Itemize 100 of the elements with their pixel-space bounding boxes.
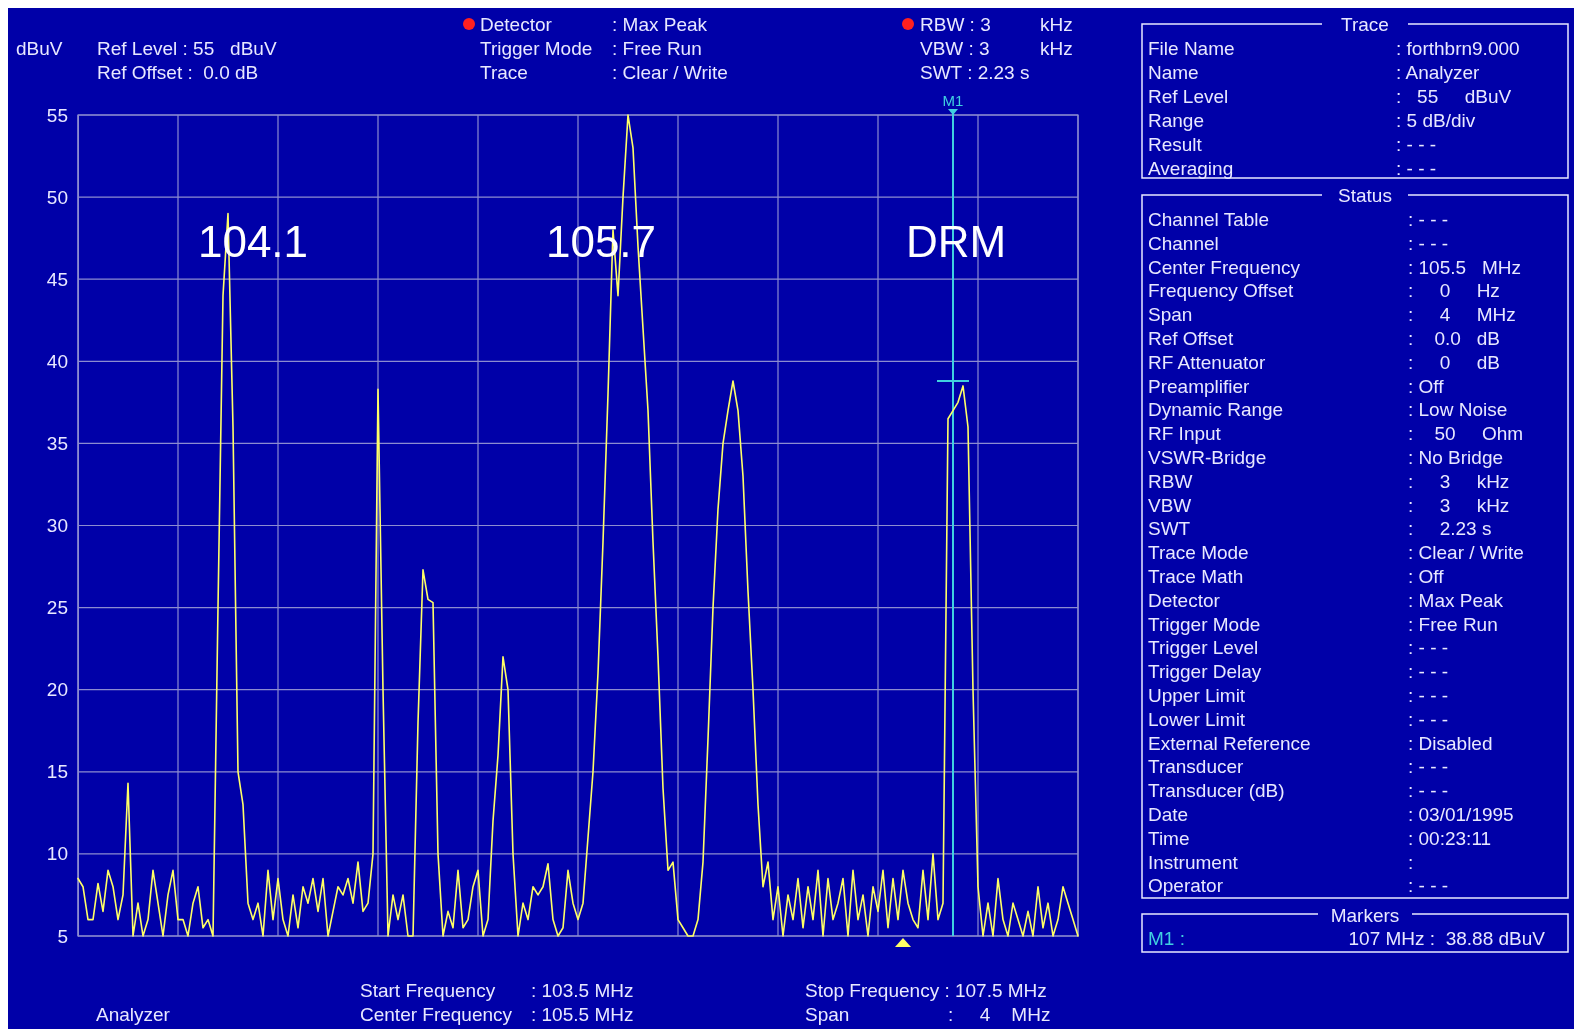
text: 107 MHz : 38.88 dBuV [1348, 928, 1546, 949]
text: : 5 dB/div [1396, 110, 1476, 131]
text: Center Frequency [1148, 256, 1301, 278]
text: : forthbrn9.000 [1396, 38, 1520, 59]
text: : Off [1408, 375, 1445, 397]
text: : 3 kHz [1408, 494, 1510, 516]
text: Ref Level : 55 dBuV [97, 38, 277, 59]
text: : - - - [1396, 134, 1437, 155]
text: Instrument [1148, 851, 1239, 873]
text: : [1408, 851, 1414, 873]
text: Transducer (dB) [1148, 780, 1285, 802]
text: External Reference [1148, 732, 1311, 754]
text: Frequency Offset [1148, 280, 1295, 302]
text: Ref Offset [1148, 328, 1234, 349]
text: Channel [1148, 232, 1219, 254]
text: Transducer [1148, 756, 1245, 778]
text: Dynamic Range [1148, 399, 1284, 421]
text: VBW : 3 [920, 38, 990, 59]
y-tick-label: 15 [46, 761, 68, 783]
y-tick-label: 55 [46, 104, 68, 126]
text: VBW [1148, 494, 1192, 516]
x-tick-label: M1 [942, 92, 964, 109]
text: : - - - [1396, 158, 1437, 179]
text: : 103.5 MHz [531, 980, 634, 1001]
text: Preamplifier [1148, 375, 1251, 397]
y-tick-label: 45 [46, 268, 68, 290]
y-tick-label: 50 [46, 186, 68, 208]
text: : 105.5 MHz [531, 1004, 634, 1025]
text: Center Frequency [360, 1004, 513, 1025]
text: SWT : 2.23 s [920, 62, 1030, 83]
line-series [77, 114, 1079, 937]
text: : Off [1408, 566, 1445, 587]
text: : 0 dB [1408, 351, 1500, 373]
text: : - - - [1408, 756, 1449, 778]
text: SWT [1148, 518, 1191, 540]
text: Trigger Mode [1148, 613, 1261, 635]
text: : Free Run [1408, 613, 1498, 635]
text: : - - - [1408, 875, 1449, 897]
text: : Free Run [612, 38, 702, 59]
text: Range [1148, 110, 1204, 131]
text: Name [1148, 62, 1199, 83]
text: Stop Frequency : 107.5 MHz [805, 980, 1047, 1001]
y-tick-label: 30 [46, 515, 68, 537]
text: Lower Limit [1148, 708, 1246, 730]
text: Trigger Level [1148, 637, 1259, 659]
text: Averaging [1148, 158, 1234, 179]
text: Span [805, 1004, 850, 1025]
text: : 3 kHz [1408, 470, 1510, 492]
text: Trace [480, 62, 528, 83]
text: : Clear / Write [1408, 542, 1524, 564]
text: : 55 dBuV [1396, 86, 1512, 107]
text: Channel Table [1148, 209, 1270, 230]
text: Start Frequency [360, 980, 496, 1001]
y-tick-label: 10 [46, 843, 68, 865]
text: : 0 Hz [1408, 280, 1500, 302]
text: : 2.23 s [1408, 518, 1492, 540]
text: : Max Peak [612, 14, 708, 35]
y-tick-label: 40 [46, 350, 68, 372]
text: Status [1338, 185, 1392, 206]
text: : 03/01/1995 [1408, 804, 1514, 825]
text: Trace [1341, 14, 1389, 35]
text: Trigger Mode [480, 38, 593, 59]
text: Markers [1330, 905, 1400, 926]
text: : - - - [1408, 708, 1449, 730]
text: : - - - [1408, 780, 1449, 802]
text: : 50 Ohm [1408, 423, 1524, 445]
text: : - - - [1408, 232, 1449, 254]
text: : - - - [1408, 637, 1449, 659]
text: RBW : 3 [920, 14, 991, 35]
text: : - - - [1408, 661, 1449, 683]
text: : - - - [1408, 685, 1449, 706]
text: : 00:23:11 [1408, 827, 1492, 849]
text: Detector [1148, 589, 1221, 611]
text: Ref Offset : 0.0 dB [97, 62, 259, 83]
text: Ref Level [1148, 86, 1229, 107]
text: Operator [1148, 875, 1224, 897]
text: : 0.0 dB [1408, 328, 1500, 349]
text: VSWR-Bridge [1148, 447, 1267, 468]
text: : Max Peak [1408, 589, 1504, 611]
text: Trigger Delay [1148, 661, 1262, 683]
text: RBW [1148, 470, 1193, 492]
text: M1 : [1148, 928, 1185, 949]
text: File Name [1148, 38, 1235, 59]
y-tick-label: 25 [46, 597, 68, 619]
text: kHz [1040, 14, 1073, 35]
text: : Clear / Write [612, 62, 728, 83]
text: : Low Noise [1408, 399, 1508, 421]
y-axis-title: dBuV [16, 38, 63, 59]
text: : Disabled [1408, 732, 1493, 754]
text: : 4 MHz [948, 1004, 1051, 1025]
text: RF Attenuator [1148, 351, 1266, 373]
text: : Analyzer [1396, 62, 1481, 83]
text: Trace Math [1148, 566, 1244, 587]
text: Span [1148, 304, 1193, 326]
text: : 4 MHz [1408, 304, 1516, 326]
text: Result [1148, 134, 1203, 155]
y-tick-label: 20 [46, 679, 68, 701]
y-tick-label: 5 [57, 925, 68, 947]
text: RF Input [1148, 423, 1222, 445]
text: Detector [480, 14, 553, 35]
